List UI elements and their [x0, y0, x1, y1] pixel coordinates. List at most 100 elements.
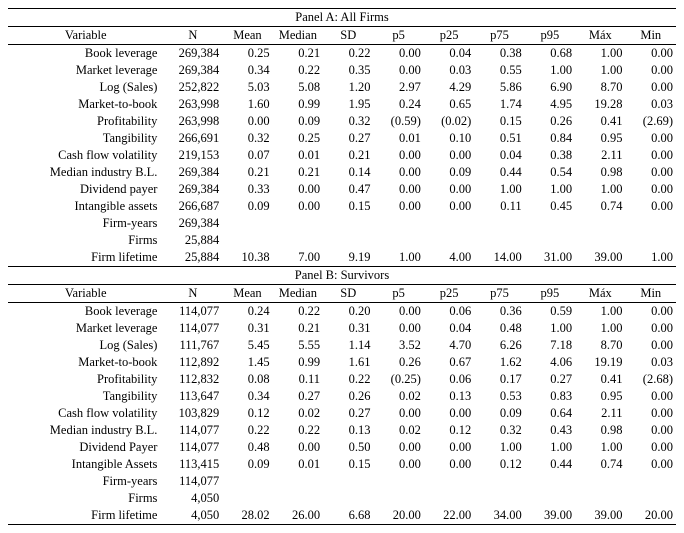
cell-value: 0.00 — [424, 147, 474, 164]
col-h: p75 — [474, 285, 524, 303]
cell-value: 0.68 — [525, 45, 575, 63]
cell-value: 0.09 — [273, 113, 323, 130]
table-row: Profitability112,8320.080.110.22(0.25)0.… — [8, 371, 676, 388]
cell-value: 0.12 — [424, 422, 474, 439]
col-h: N — [163, 285, 222, 303]
cell-value: 0.22 — [222, 422, 272, 439]
row-name: Market-to-book — [8, 96, 163, 113]
cell-value: 269,384 — [163, 45, 222, 63]
row-name: Intangible assets — [8, 198, 163, 215]
row-name: Market-to-book — [8, 354, 163, 371]
cell-value: 0.00 — [626, 439, 677, 456]
cell-value: 0.26 — [323, 388, 373, 405]
table-row: Firm-years114,077 — [8, 473, 676, 490]
cell-value: 0.00 — [273, 181, 323, 198]
cell-value: 0.64 — [525, 405, 575, 422]
cell-value — [474, 215, 524, 232]
cell-value: 0.00 — [424, 456, 474, 473]
cell-value — [273, 490, 323, 507]
cell-value: 0.00 — [273, 198, 323, 215]
cell-value: 0.25 — [273, 130, 323, 147]
cell-value: 0.02 — [373, 388, 423, 405]
cell-value: 0.11 — [474, 198, 524, 215]
cell-value: 8.70 — [575, 79, 625, 96]
cell-value: 0.32 — [474, 422, 524, 439]
cell-value: 0.13 — [424, 388, 474, 405]
cell-value: 0.04 — [424, 45, 474, 63]
cell-value: 19.28 — [575, 96, 625, 113]
cell-value: 1.00 — [575, 303, 625, 321]
cell-value: 1.60 — [222, 96, 272, 113]
table-row: Book leverage114,0770.240.220.200.000.06… — [8, 303, 676, 321]
row-name: Log (Sales) — [8, 79, 163, 96]
cell-value — [626, 232, 677, 249]
panel-b-header-row: Variable N Mean Median SD p5 p25 p75 p95… — [8, 285, 676, 303]
cell-value: 0.07 — [222, 147, 272, 164]
cell-value: 25,884 — [163, 249, 222, 267]
cell-value — [222, 232, 272, 249]
cell-value: 0.47 — [323, 181, 373, 198]
cell-value: 1.00 — [373, 249, 423, 267]
cell-value: 114,077 — [163, 422, 222, 439]
cell-value: 0.31 — [222, 320, 272, 337]
cell-value: 0.12 — [474, 456, 524, 473]
cell-value: 20.00 — [626, 507, 677, 525]
cell-value: 0.36 — [474, 303, 524, 321]
row-name: Firm-years — [8, 473, 163, 490]
cell-value: 0.99 — [273, 96, 323, 113]
cell-value: 0.35 — [323, 62, 373, 79]
cell-value: 0.00 — [273, 439, 323, 456]
cell-value: 1.61 — [323, 354, 373, 371]
cell-value: 0.67 — [424, 354, 474, 371]
table-row: Firms25,884 — [8, 232, 676, 249]
row-name: Book leverage — [8, 45, 163, 63]
cell-value: 0.43 — [525, 422, 575, 439]
cell-value: 114,077 — [163, 320, 222, 337]
cell-value: 0.06 — [424, 303, 474, 321]
cell-value: 269,384 — [163, 164, 222, 181]
cell-value: 0.03 — [626, 354, 677, 371]
table-row: Firm lifetime25,88410.387.009.191.004.00… — [8, 249, 676, 267]
cell-value: 0.41 — [575, 371, 625, 388]
col-h: Máx — [575, 27, 625, 45]
cell-value: 26.00 — [273, 507, 323, 525]
cell-value: 7.00 — [273, 249, 323, 267]
cell-value: 0.21 — [273, 320, 323, 337]
table-row: Dividend Payer114,0770.480.000.500.000.0… — [8, 439, 676, 456]
cell-value: 0.51 — [474, 130, 524, 147]
cell-value: 14.00 — [474, 249, 524, 267]
cell-value: 1.00 — [575, 181, 625, 198]
cell-value: 0.03 — [626, 96, 677, 113]
cell-value: 0.08 — [222, 371, 272, 388]
cell-value: (0.25) — [373, 371, 423, 388]
stats-table: Panel A: All Firms Variable N Mean Media… — [8, 8, 676, 525]
cell-value: 1.00 — [575, 45, 625, 63]
cell-value — [222, 473, 272, 490]
cell-value: 0.27 — [323, 130, 373, 147]
cell-value: 263,998 — [163, 113, 222, 130]
cell-value: 0.02 — [273, 405, 323, 422]
table-row: Firms4,050 — [8, 490, 676, 507]
cell-value — [474, 232, 524, 249]
cell-value: 0.00 — [626, 130, 677, 147]
cell-value — [323, 232, 373, 249]
cell-value: 111,767 — [163, 337, 222, 354]
cell-value: 0.00 — [626, 422, 677, 439]
cell-value — [273, 232, 323, 249]
cell-value: 0.04 — [424, 320, 474, 337]
cell-value: 1.00 — [575, 439, 625, 456]
row-name: Book leverage — [8, 303, 163, 321]
table-row: Market-to-book263,9981.600.991.950.240.6… — [8, 96, 676, 113]
cell-value: 4.95 — [525, 96, 575, 113]
cell-value: 0.01 — [273, 147, 323, 164]
cell-value: 0.00 — [626, 456, 677, 473]
cell-value: 0.14 — [323, 164, 373, 181]
cell-value: 0.21 — [273, 164, 323, 181]
cell-value: 0.74 — [575, 198, 625, 215]
cell-value: 4.00 — [424, 249, 474, 267]
cell-value: (2.69) — [626, 113, 677, 130]
cell-value: 252,822 — [163, 79, 222, 96]
cell-value: 0.00 — [626, 45, 677, 63]
cell-value: 39.00 — [525, 507, 575, 525]
cell-value — [273, 473, 323, 490]
